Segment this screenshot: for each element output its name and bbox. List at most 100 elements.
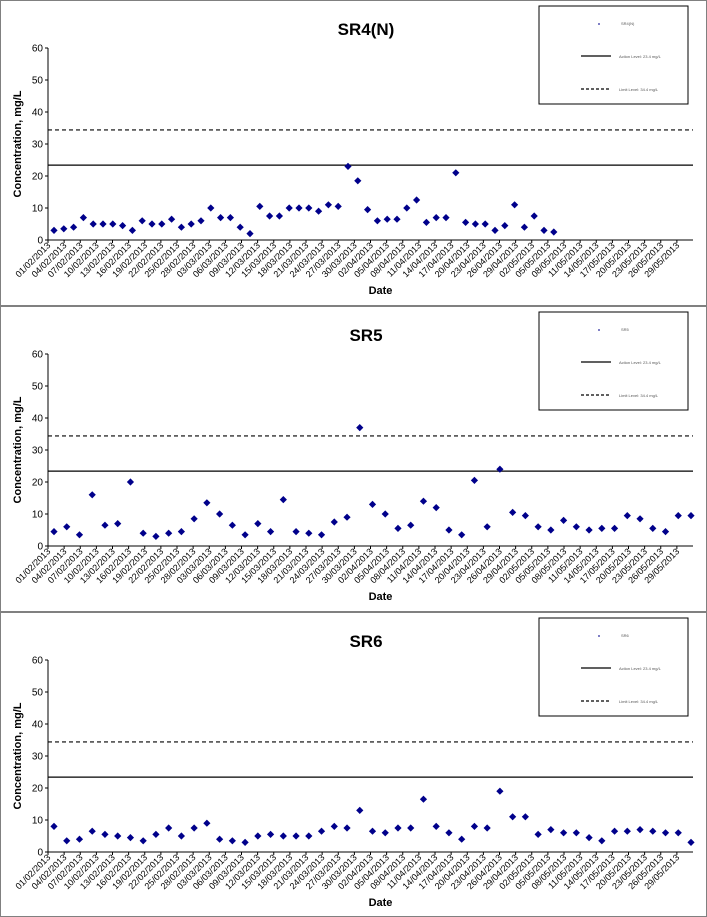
y-tick-label: 10	[32, 510, 44, 521]
data-point	[228, 521, 236, 529]
data-point	[226, 214, 234, 222]
data-point	[101, 521, 109, 529]
y-tick-label: 40	[32, 108, 44, 119]
chart-title: SR4(N)	[338, 20, 395, 39]
data-point	[496, 465, 504, 473]
data-point	[511, 201, 519, 209]
data-point	[254, 832, 262, 840]
legend-action-label: Action Level: 23.4 mg/L	[619, 360, 662, 365]
data-point	[462, 218, 470, 226]
data-point	[483, 523, 491, 531]
data-point	[649, 524, 657, 532]
data-point	[636, 826, 644, 834]
data-point	[190, 515, 198, 523]
data-point	[354, 177, 362, 185]
data-point	[560, 829, 568, 837]
data-point	[190, 824, 198, 832]
y-tick-label: 50	[32, 382, 44, 393]
data-point	[356, 806, 364, 814]
data-point	[177, 223, 185, 231]
data-point	[432, 214, 440, 222]
data-point	[674, 829, 682, 837]
y-tick-label: 30	[32, 140, 44, 151]
data-point	[407, 824, 415, 832]
data-point	[540, 226, 548, 234]
data-point	[138, 217, 146, 225]
legend-box	[538, 617, 689, 717]
data-point	[458, 531, 466, 539]
data-point	[317, 531, 326, 539]
y-tick-label: 50	[32, 76, 44, 87]
data-point	[610, 524, 619, 532]
data-point	[324, 201, 332, 209]
chart-sr4n: SR4(N)Concentration, mg/L010203040506001…	[12, 5, 693, 297]
data-point	[356, 424, 364, 432]
data-point	[445, 526, 453, 534]
chart-panel-sr6: SR6 Concentration, mg/L 0 10 20 30 40 50 60 01/02…	[0, 612, 707, 917]
data-point	[572, 829, 580, 837]
x-axis-label: Date	[369, 591, 393, 603]
legend-marker	[598, 329, 600, 331]
data-point	[343, 824, 351, 832]
y-tick-label: 50	[32, 688, 44, 699]
data-point	[442, 214, 450, 222]
data-point	[217, 214, 225, 222]
data-point	[572, 523, 580, 531]
legend-action-label: Action Level: 23.4 mg/L	[619, 54, 662, 59]
chart-title: SR5	[349, 326, 382, 345]
data-point	[241, 531, 249, 539]
data-point	[279, 832, 287, 840]
data-point	[246, 230, 254, 238]
data-point	[266, 830, 275, 838]
data-point	[187, 220, 195, 228]
y-tick-label: 0	[37, 848, 43, 859]
data-point	[203, 499, 211, 507]
data-point	[89, 220, 97, 228]
legend: SR4(N) Action Level: 23.4 mg/L Limit Level…	[538, 5, 689, 105]
data-point	[128, 226, 136, 234]
data-point	[216, 510, 224, 518]
data-point	[547, 826, 555, 834]
data-point	[623, 827, 631, 835]
y-tick-label: 40	[32, 414, 44, 425]
data-point	[50, 528, 58, 536]
data-point	[317, 827, 326, 835]
data-point	[383, 215, 391, 223]
data-point	[75, 835, 84, 843]
data-point	[491, 226, 499, 234]
y-tick-label: 60	[32, 656, 44, 667]
data-point	[279, 496, 287, 504]
data-point	[547, 526, 555, 534]
data-point	[165, 824, 173, 832]
data-point	[445, 829, 453, 837]
y-tick-label: 40	[32, 720, 44, 731]
data-point	[70, 223, 78, 231]
chart-panel-sr4n: SR4(N) Concentration, mg/L 0 10 20 30 40 50 60 01…	[0, 0, 707, 306]
data-point	[470, 476, 479, 484]
y-tick-label: 20	[32, 478, 44, 489]
data-point	[295, 204, 303, 212]
chart-title: SR6	[349, 632, 382, 651]
data-point	[256, 202, 264, 210]
data-point	[266, 212, 274, 220]
legend-box	[538, 311, 689, 411]
data-point	[534, 523, 542, 531]
data-point	[139, 837, 147, 845]
data-point	[63, 837, 71, 845]
data-point	[403, 204, 411, 212]
data-point	[119, 222, 127, 230]
data-point	[63, 523, 71, 531]
data-point	[598, 837, 606, 845]
data-point	[636, 515, 644, 523]
data-point	[432, 504, 440, 512]
data-point	[50, 822, 58, 830]
data-point	[285, 204, 293, 212]
legend-box	[538, 5, 689, 105]
data-point	[452, 169, 460, 177]
y-axis-label: Concentration, mg/L	[12, 702, 24, 809]
data-point	[687, 838, 695, 846]
legend-series-label: SR5	[621, 327, 630, 332]
data-point	[530, 212, 538, 220]
data-point	[381, 829, 389, 837]
